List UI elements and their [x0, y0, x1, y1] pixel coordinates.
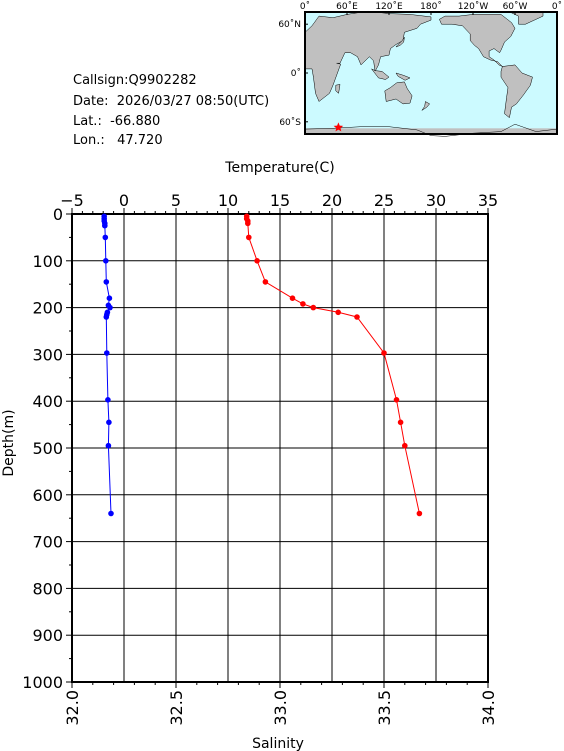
depth-tick-label: 300 [32, 345, 63, 364]
land-japan [395, 37, 405, 48]
depth-axis-label: Depth(m) [1, 409, 17, 476]
date-text: Date: 2026/03/27 08:50(UTC) [73, 94, 270, 109]
map-lon-label: 60˚W [503, 1, 528, 12]
land-newguinea [395, 72, 411, 81]
latitude-text: Lat.: -66.880 [73, 114, 161, 129]
temperature-tick-label: 20 [322, 191, 342, 210]
salinity-data-point [381, 350, 387, 356]
temperature-data-point [104, 350, 110, 356]
map-lat-label: 0˚ [291, 68, 301, 79]
land-newzealand [421, 101, 430, 111]
salinity-data-point [393, 397, 400, 403]
depth-tick-label: 100 [32, 252, 63, 271]
location-map: 0˚ 60˚E 120˚E 180˚ 120˚W 60˚W 0˚ 60˚N 0˚ 60˚S [278, 1, 562, 137]
depth-tick-label: 200 [32, 299, 63, 318]
map-lon-label: 0˚ [552, 1, 562, 12]
land-australia [384, 81, 413, 105]
temperature-tick-label: 0 [119, 191, 129, 210]
temperature-tick-label: 15 [270, 191, 290, 210]
salinity-data-point [354, 314, 360, 320]
land-south-america [500, 64, 533, 119]
salinity-tick-label: 33.0 [271, 690, 290, 726]
temperature-tick-label: 30 [426, 191, 446, 210]
temperature-tick-label: −5 [60, 191, 84, 210]
land-north-america [439, 14, 516, 67]
map-lon-label: 180˚ [420, 1, 442, 12]
land-indonesia [371, 68, 390, 80]
salinity-data-point [310, 304, 317, 311]
salinity-data-point [245, 220, 251, 227]
salinity-data-point [402, 442, 408, 449]
callsign-text: Callsign:Q9902282 [73, 73, 197, 88]
land-antarctica [305, 128, 557, 134]
salinity-data-point [397, 419, 404, 426]
depth-tick-label: 1000 [22, 673, 63, 692]
map-lon-label: 120˚W [458, 1, 489, 12]
temperature-data-point [103, 258, 109, 264]
temperature-data-point [105, 442, 112, 449]
temperature-data-point [103, 279, 110, 285]
salinity-data-point [416, 510, 423, 517]
depth-tick-label: 800 [32, 579, 63, 598]
salinity-tick-label: 33.5 [375, 690, 394, 726]
temperature-tick-label: 25 [374, 191, 394, 210]
salinity-data-point [246, 234, 252, 241]
station-marker-icon [333, 122, 344, 132]
temperature-data-point [107, 304, 113, 311]
salinity-data-point [254, 258, 260, 264]
map-lat-label: 60˚S [279, 117, 301, 128]
map-lon-label: 0˚ [300, 1, 310, 12]
temperature-tick-label: 5 [171, 191, 181, 210]
temperature-data-point [106, 419, 112, 426]
temperature-data-point [102, 234, 109, 241]
salinity-data-point [289, 295, 296, 302]
depth-tick-label: 0 [53, 205, 63, 224]
temperature-tick-label: 10 [218, 191, 238, 210]
temperature-data-point [102, 222, 108, 229]
salinity-data-point [335, 309, 342, 316]
antarctica-coast [304, 123, 558, 137]
depth-tick-label: 600 [32, 486, 63, 505]
temperature-data-point [103, 314, 110, 320]
salinity-tick-label: 34.0 [479, 690, 498, 726]
temperature-data-point [106, 295, 113, 302]
temperature-tick-label: 35 [478, 191, 498, 210]
depth-tick-label: 500 [32, 439, 63, 458]
depth-tick-label: 700 [32, 533, 63, 552]
land-madagascar [335, 84, 341, 94]
salinity-tick-label: 32.5 [167, 690, 186, 726]
temperature-data-point [108, 510, 114, 517]
map-lat-label: 60˚N [278, 19, 301, 30]
salinity-tick-label: 32.0 [63, 690, 82, 726]
depth-tick-label: 400 [32, 392, 63, 411]
temperature-data-point [105, 397, 111, 403]
salinity-data-point [262, 279, 269, 285]
temperature-axis-label: Temperature(C) [224, 160, 334, 176]
longitude-text: Lon.: 47.720 [73, 133, 163, 148]
salinity-axis-label: Salinity [252, 736, 304, 751]
map-lon-label: 60˚E [336, 1, 358, 12]
map-lon-label: 120˚E [375, 1, 403, 12]
salinity-data-point [300, 301, 306, 307]
depth-tick-label: 900 [32, 626, 63, 645]
